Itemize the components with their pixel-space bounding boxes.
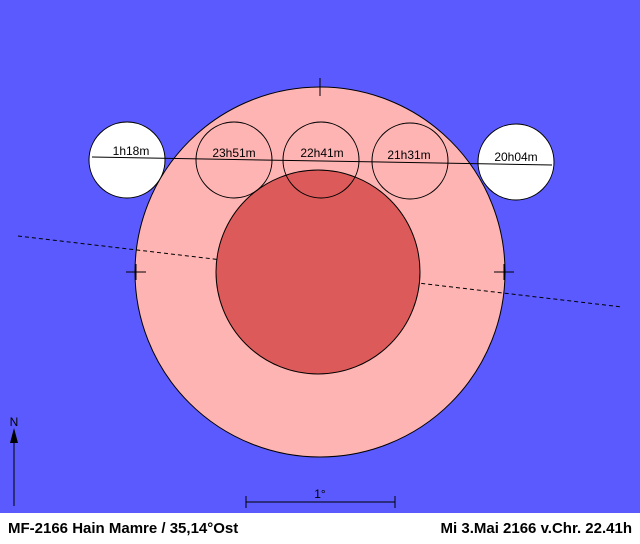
moon-1 — [88, 121, 166, 199]
moon-time-label: 22h41m — [300, 146, 343, 160]
date-time-label: Mi 3.Mai 2166 v.Chr. 22.41h — [440, 520, 632, 537]
moon-disk — [88, 121, 166, 199]
moon-time-label: 23h51m — [212, 146, 255, 160]
north-arrow: N — [10, 415, 19, 506]
moon-5 — [477, 123, 555, 201]
north-arrowhead — [10, 428, 18, 443]
moon-time-label: 20h04m — [494, 150, 537, 164]
moon-disk — [371, 122, 449, 200]
scale-bar: 1° — [245, 487, 396, 508]
moon-time-label: 1h18m — [113, 144, 150, 158]
scale-bar-label: 1° — [314, 487, 326, 501]
north-label: N — [10, 415, 19, 429]
location-label: MF-2166 Hain Mamre / 35,14°Ost — [8, 520, 239, 537]
moon-disk — [477, 123, 555, 201]
moon-time-label: 21h31m — [387, 148, 430, 162]
moon-path-line — [91, 156, 553, 166]
umbra-disk — [215, 169, 421, 375]
footer-bar: MF-2166 Hain Mamre / 35,14°Ost Mi 3.Mai … — [0, 513, 640, 544]
moon-4 — [371, 122, 449, 200]
